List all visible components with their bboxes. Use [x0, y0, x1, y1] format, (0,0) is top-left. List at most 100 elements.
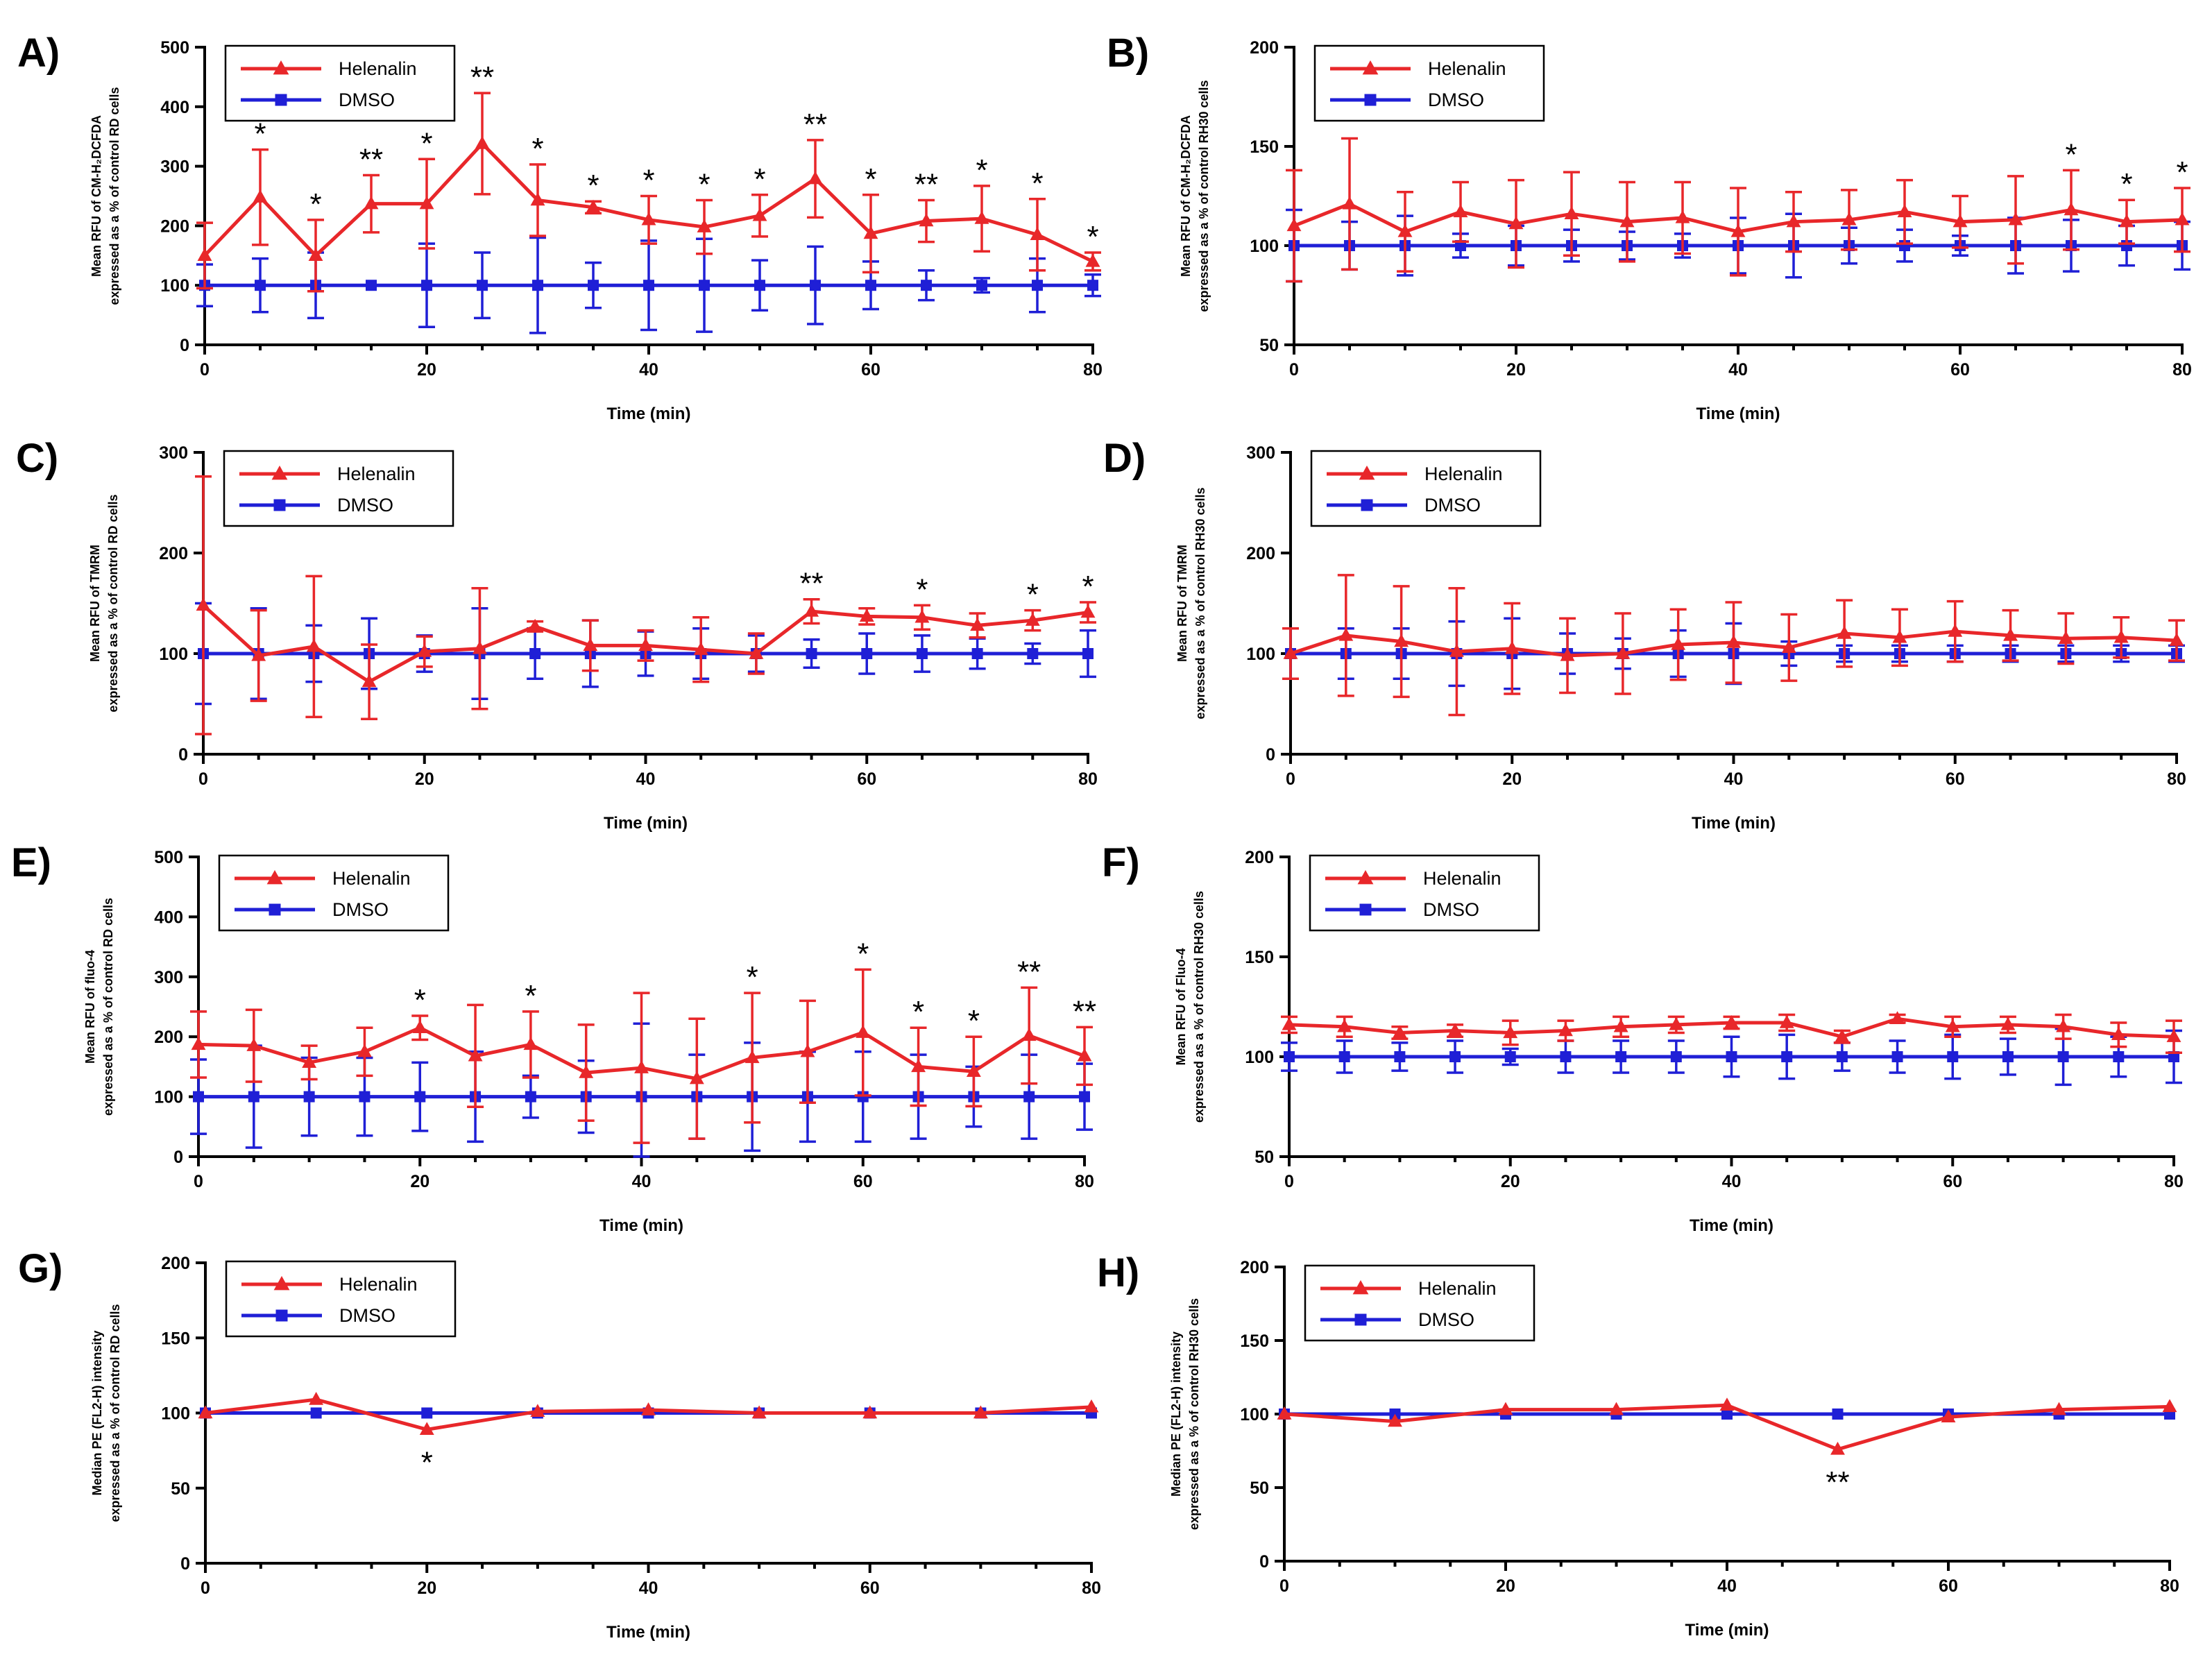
data-point-dmso [1284, 1051, 1295, 1062]
y-tick-label: 150 [1240, 1331, 1269, 1351]
series-helenalin [1286, 137, 2190, 283]
x-axis-title: Time (min) [1685, 1621, 1769, 1640]
legend-box [223, 450, 454, 527]
data-point-dmso [1615, 1051, 1627, 1062]
legend: Helenalin DMSO [224, 44, 456, 122]
y-tick-label: 200 [1246, 544, 1275, 563]
y-tick-label: 400 [154, 908, 183, 927]
y-axis-title: Mean RFU of Fluo-4 expressed as a % of co… [1174, 891, 1206, 1123]
y-axis-title: Mean RFU of CM-H₂DCFDA expressed as a % o… [1179, 80, 1211, 312]
legend-dmso-label: DMSO [1418, 1309, 1474, 1330]
x-axis-title: Time (min) [1696, 405, 1780, 423]
data-point-helenalin [586, 199, 601, 213]
legend-helenalin-label: Helenalin [1418, 1278, 1497, 1299]
data-point-dmso [1023, 1091, 1035, 1103]
data-point-dmso [1079, 1091, 1090, 1103]
significance-marker: * [1087, 220, 1098, 254]
data-point-helenalin [1085, 253, 1100, 267]
data-point-dmso [2168, 1051, 2179, 1062]
x-tick-label: 80 [1083, 360, 1103, 380]
data-point-helenalin [1342, 196, 1357, 210]
data-point-helenalin [1077, 1048, 1092, 1062]
y-tick-label: 100 [1240, 1405, 1269, 1424]
legend-helenalin-label: Helenalin [1424, 463, 1503, 484]
x-tick-label: 20 [417, 1578, 436, 1598]
y-axis-title-line: Mean RFU of CM-H₂DCFDA [1179, 115, 1193, 277]
legend-dmso-label: DMSO [332, 899, 389, 920]
y-tick-label: 100 [154, 1088, 183, 1107]
y-tick-label: 150 [161, 1329, 190, 1348]
y-tick-label: 0 [180, 336, 189, 355]
legend-helenalin-marker [1359, 466, 1375, 480]
data-point-dmso [810, 280, 821, 291]
data-point-helenalin [1021, 1028, 1037, 1041]
significance-marker: * [587, 169, 599, 203]
y-tick-label: 0 [178, 745, 188, 765]
x-tick-label: 40 [639, 360, 658, 380]
data-point-dmso [1027, 648, 1039, 659]
data-point-dmso [1087, 280, 1098, 291]
x-tick-label: 40 [632, 1172, 652, 1191]
data-point-helenalin [530, 1404, 545, 1418]
significance-marker: * [976, 153, 987, 187]
y-tick-label: 100 [160, 276, 189, 296]
significance-marker: ** [1073, 994, 1096, 1028]
data-point-helenalin [198, 1405, 213, 1419]
series-helenalin [1281, 1011, 2182, 1054]
data-point-helenalin [527, 618, 543, 632]
data-point-dmso [643, 280, 654, 291]
y-axis-title-line: Mean RFU of CM-H₂DCFDA [90, 115, 103, 277]
legend-helenalin-marker [1362, 60, 1379, 75]
significance-marker: ** [803, 108, 827, 142]
data-point-helenalin [863, 225, 878, 239]
x-tick-label: 20 [417, 360, 436, 380]
legend-box [1313, 44, 1545, 122]
data-point-dmso [1721, 1409, 1733, 1420]
significance-marker: * [857, 937, 869, 971]
panel-letter: E) [11, 840, 51, 885]
data-point-dmso [699, 280, 710, 291]
data-point-helenalin [196, 597, 211, 611]
data-point-helenalin [308, 248, 323, 261]
data-point-helenalin [634, 1060, 649, 1073]
data-point-helenalin [1675, 210, 1690, 223]
data-point-dmso [1836, 1051, 1848, 1062]
series-helenalin [195, 475, 1096, 735]
data-point-helenalin [856, 1025, 871, 1038]
legend-dmso-label: DMSO [339, 90, 395, 110]
y-axis-title: Median PE (FL2-H) intensity expressed as … [90, 1304, 122, 1522]
significance-marker: * [968, 1004, 980, 1038]
data-point-helenalin [357, 1044, 372, 1057]
data-point-helenalin [973, 1405, 988, 1419]
legend-dmso-label: DMSO [1428, 90, 1484, 110]
series-dmso [1281, 1027, 2182, 1087]
legend-helenalin-label: Helenalin [339, 1274, 418, 1295]
data-point-helenalin [641, 1402, 656, 1415]
data-point-helenalin [1719, 1397, 1735, 1411]
significance-marker: * [916, 572, 928, 606]
data-point-dmso [588, 280, 599, 291]
y-axis-title-line: expressed as a % of control RD cells [108, 1304, 122, 1522]
x-tick-label: 60 [1943, 1172, 1962, 1191]
data-point-dmso [255, 280, 266, 291]
data-point-helenalin [641, 212, 656, 225]
legend-box [1304, 1264, 1535, 1342]
data-point-helenalin [1025, 613, 1040, 626]
legend-dmso-marker [273, 499, 286, 511]
y-tick-label: 100 [1250, 237, 1279, 256]
legend-helenalin-label: Helenalin [337, 463, 416, 484]
x-tick-label: 40 [1722, 1172, 1742, 1191]
y-axis-title-line: Mean RFU of fluo-4 [83, 950, 97, 1064]
legend-helenalin-marker [273, 60, 289, 75]
data-point-helenalin [859, 609, 874, 622]
data-point-helenalin [638, 638, 653, 652]
data-point-dmso [525, 1091, 536, 1103]
y-axis-title: Median PE (FL2-H) intensity expressed as … [1169, 1298, 1201, 1530]
significance-marker: * [420, 126, 432, 160]
y-tick-label: 500 [154, 848, 183, 867]
data-point-dmso [529, 648, 541, 659]
x-tick-label: 0 [200, 360, 210, 380]
significance-marker: ** [359, 142, 383, 176]
data-point-helenalin [1786, 214, 1801, 228]
data-point-helenalin [523, 1037, 538, 1050]
